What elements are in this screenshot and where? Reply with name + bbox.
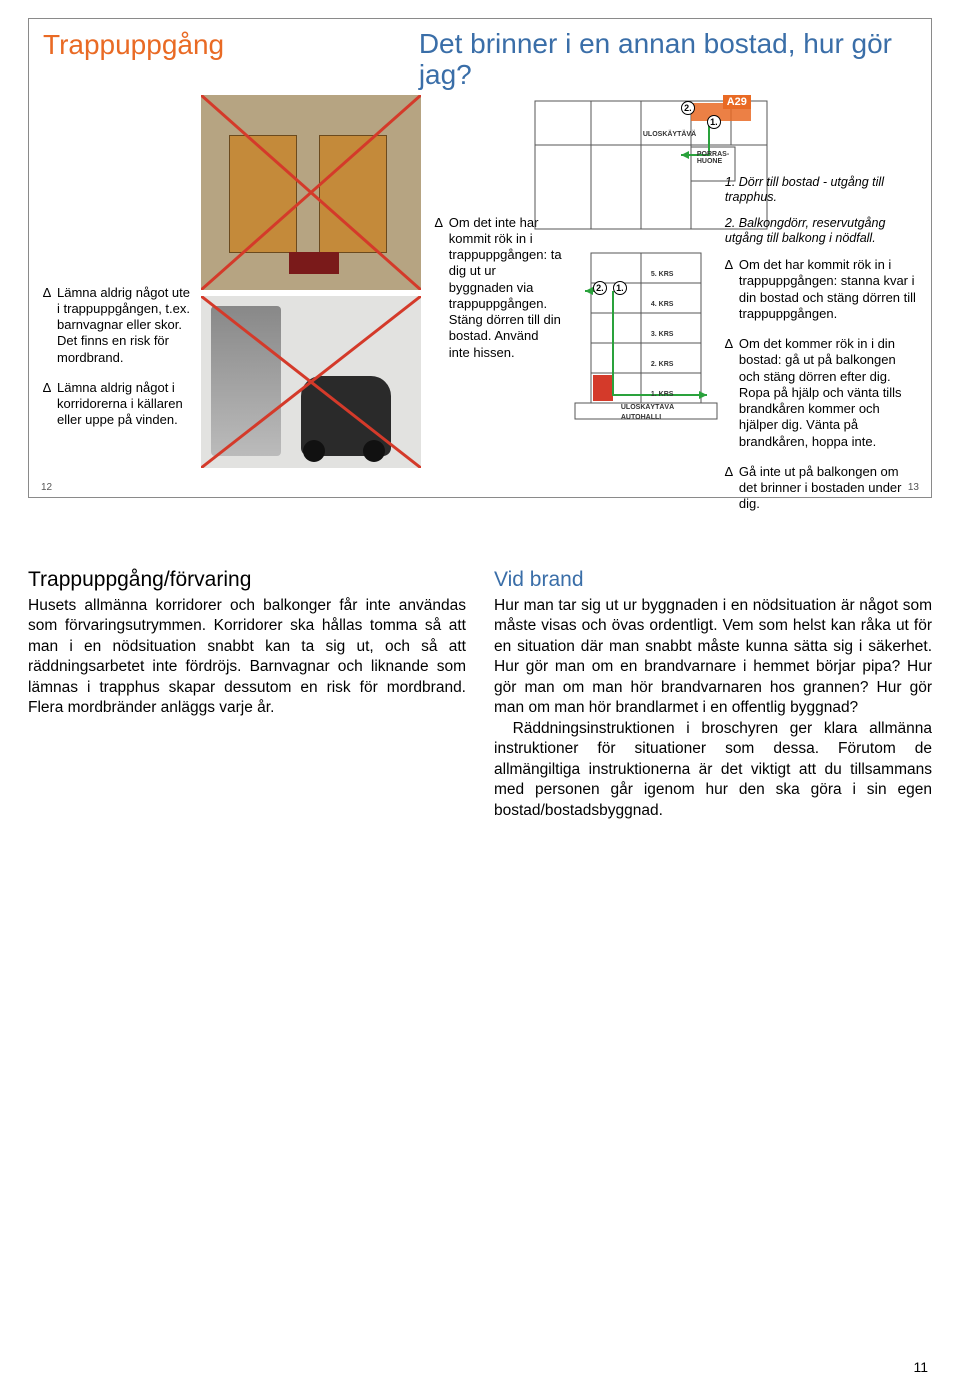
col-right-bullets: 1. Dörr till bostad - utgång till trapph… (725, 95, 917, 527)
photo-doors (201, 95, 421, 290)
lower-right-para1: Hur man tar sig ut ur byggnaden i en nöd… (494, 596, 932, 719)
note-2: 2. Balkongdörr, re­servutgång utgång til… (725, 216, 917, 247)
bullet-mid: Om det inte har kommit rök in i trappupp… (435, 215, 563, 361)
photo-stroller (201, 296, 421, 468)
floor-3: 3. KRS (651, 331, 674, 338)
floor-2: 2. KRS (651, 361, 674, 368)
top-info-box: Trappuppgång Det brinner i en annan bost… (28, 18, 932, 498)
col-photos (201, 95, 421, 527)
lower-right: Vid brand Hur man tar sig ut ur byggnade… (494, 568, 932, 821)
lower-body: Trappuppgång/förvaring Husets allmänna k… (28, 568, 932, 821)
section-uloskaytava: ULOSKÄYTÄVÄ (621, 404, 674, 411)
floorplan-badge-2: 2. (681, 101, 695, 115)
section-badge-2: 2. (593, 281, 607, 295)
section-diagram: 1. 2. 5. KRS 4. KRS 3. KRS 2. KRS 1. KRS… (571, 245, 721, 425)
floor-1: 1. KRS (651, 391, 674, 398)
title-right: Det brinner i en annan bostad, hur gör j… (419, 29, 917, 91)
note-1: 1. Dörr till bostad - utgång till trapph… (725, 175, 917, 206)
page-num-13: 13 (908, 482, 919, 493)
section-badge-1: 1. (613, 281, 627, 295)
section-autohalli: AUTOHALLI (621, 414, 661, 421)
bullet-1: Lämna aldrig något ute i trappuppgången,… (43, 285, 191, 366)
bullet-r3: Gå inte ut på balkongen om det brinner i… (725, 464, 917, 513)
page-num-12: 12 (41, 482, 52, 493)
bullet-2: Lämna aldrig något i korridorerna i käll… (43, 380, 191, 429)
lower-right-para2: Räddningsinstruktionen i broschyren ger … (494, 719, 932, 821)
title-left: Trappuppgång (43, 29, 419, 61)
content-row: Lämna aldrig något ute i trappuppgången,… (43, 95, 917, 527)
lower-left: Trappuppgång/förvaring Husets allmänna k… (28, 568, 466, 821)
floor-4: 4. KRS (651, 301, 674, 308)
lower-right-heading: Vid brand (494, 568, 932, 592)
bullet-r2: Om det kommer rök in i din bostad: gå ut… (725, 336, 917, 450)
floor-5: 5. KRS (651, 271, 674, 278)
floorplan-uloskaytava: ULOSKÄYTÄVÄ (643, 131, 696, 138)
page-num-11: 11 (913, 1359, 928, 1375)
col-left-bullets: Lämna aldrig något ute i trappuppgången,… (43, 95, 191, 527)
top-header: Trappuppgång Det brinner i en annan bost… (43, 29, 917, 91)
lower-left-para: Husets allmänna korridorer och balkonger… (28, 596, 466, 719)
lower-left-heading: Trappuppgång/förvaring (28, 568, 466, 592)
col-diagrams: A29 1. 2. ULOSKÄYTÄVÄ PORRAS-HUONE (571, 95, 721, 527)
bullet-r1: Om det har kommit rök in i trappuppgånge… (725, 257, 917, 322)
floorplan-badge-1: 1. (707, 115, 721, 129)
